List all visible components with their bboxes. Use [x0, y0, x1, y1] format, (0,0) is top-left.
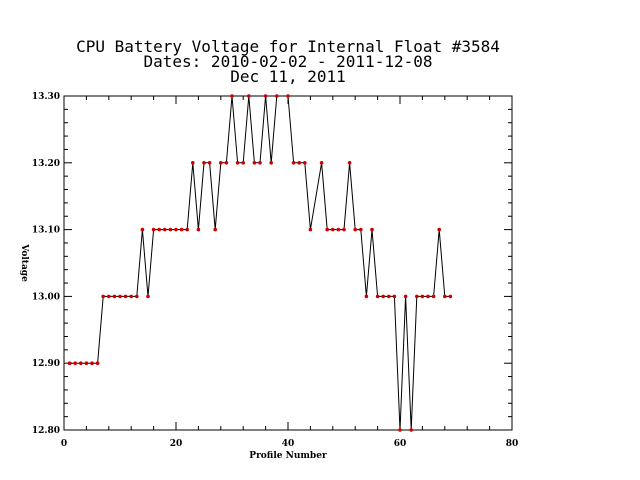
data-point	[168, 227, 173, 232]
series-line	[69, 95, 451, 431]
data-point	[151, 227, 156, 232]
x-tick-label: 20	[170, 439, 183, 449]
data-point	[146, 294, 150, 299]
data-point	[381, 294, 386, 299]
y-tick-label: 13.10	[32, 226, 60, 236]
data-point	[213, 227, 217, 232]
data-point	[123, 294, 128, 299]
data-point	[437, 227, 442, 232]
data-point	[118, 294, 122, 299]
data-point	[269, 161, 274, 165]
data-point	[67, 361, 72, 366]
data-point	[241, 161, 245, 165]
x-tick-label: 40	[282, 439, 295, 449]
data-point	[73, 361, 77, 366]
data-point	[325, 227, 330, 232]
title-line-2: Dates: 2010-02-02 - 2011-12-08	[144, 52, 433, 71]
y-tick-label: 12.90	[32, 359, 60, 369]
data-point	[319, 161, 324, 165]
data-point	[303, 161, 307, 165]
data-point	[84, 361, 89, 366]
data-point	[174, 227, 178, 232]
data-point	[235, 161, 240, 165]
data-point	[403, 294, 408, 299]
data-point	[398, 428, 402, 432]
data-point	[375, 294, 380, 299]
series-markers	[67, 94, 453, 432]
data-point	[107, 294, 111, 299]
data-point	[426, 294, 430, 299]
data-point	[129, 294, 133, 299]
plot-frame	[63, 95, 513, 431]
data-point	[252, 161, 257, 165]
data-point	[258, 161, 262, 165]
data-point	[448, 294, 453, 299]
data-point	[263, 94, 268, 98]
data-point	[409, 428, 414, 432]
data-point	[247, 94, 251, 98]
data-point	[135, 294, 139, 299]
data-point	[297, 161, 302, 165]
title-line-1: CPU Battery Voltage for Internal Float #…	[76, 37, 500, 56]
data-point	[112, 294, 117, 299]
axis-ticks	[63, 95, 513, 431]
data-point	[308, 227, 313, 232]
y-tick-label: 13.30	[32, 92, 60, 102]
y-tick-label: 13.00	[32, 292, 60, 302]
data-point	[331, 227, 335, 232]
data-point	[370, 227, 374, 232]
data-point	[179, 227, 184, 232]
data-point	[163, 227, 167, 232]
data-point	[219, 161, 223, 165]
data-point	[230, 94, 234, 98]
data-point	[202, 161, 206, 165]
data-point	[415, 294, 419, 299]
tick-labels: 0 20 40 60 80 12.80 12.90 13.00 13.10 13.20 13.30	[32, 92, 518, 449]
x-tick-label: 0	[61, 439, 67, 449]
y-tick-label: 13.20	[32, 159, 60, 169]
x-tick-label: 80	[506, 439, 519, 449]
data-point	[387, 294, 391, 299]
data-point	[90, 361, 94, 366]
data-point	[353, 227, 358, 232]
data-point	[140, 227, 145, 232]
data-point	[196, 227, 201, 232]
data-point	[342, 227, 346, 232]
data-point	[431, 294, 436, 299]
x-tick-label: 60	[394, 439, 407, 449]
data-point	[336, 227, 341, 232]
data-point	[291, 161, 296, 165]
data-point	[157, 227, 161, 232]
data-point	[207, 161, 212, 165]
data-point	[392, 294, 397, 299]
data-point	[191, 161, 195, 165]
data-point	[364, 294, 369, 299]
data-point	[286, 94, 290, 98]
data-point	[275, 94, 279, 98]
chart-title: CPU Battery Voltage for Internal Float #…	[76, 37, 500, 86]
data-point	[443, 294, 447, 299]
data-point	[420, 294, 425, 299]
data-point	[224, 161, 229, 165]
data-point	[79, 361, 83, 366]
data-point	[95, 361, 100, 366]
y-tick-label: 12.80	[32, 426, 60, 436]
title-line-3: Dec 11, 2011	[230, 67, 346, 86]
data-point	[185, 227, 189, 232]
x-axis-label: Profile Number	[249, 451, 327, 461]
data-point	[347, 161, 352, 165]
data-point	[101, 294, 105, 299]
data-point	[359, 227, 363, 232]
y-axis-label: Voltage	[19, 243, 29, 282]
